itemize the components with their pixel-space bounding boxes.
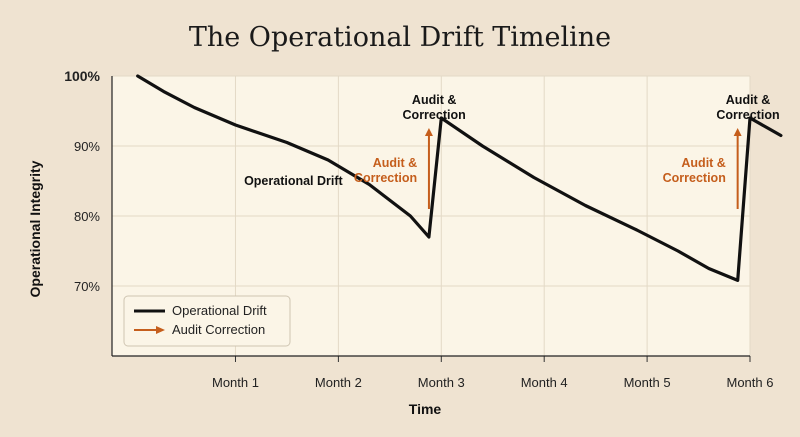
y-tick-label: 70% (74, 279, 100, 294)
y-tick-label: 90% (74, 139, 100, 154)
annotation-label: Correction (663, 171, 726, 185)
x-tick-label: Month 3 (418, 375, 465, 390)
chart-title: The Operational Drift Timeline (188, 22, 612, 53)
x-tick-label: Month 1 (212, 375, 259, 390)
tick-labels: 100% 90% 80% 70% Month 1 Month 2 Month 3 Month … (64, 68, 773, 390)
y-tick-label: 80% (74, 209, 100, 224)
legend-label: Operational Drift (172, 303, 267, 318)
x-axis-title: Time (409, 401, 442, 417)
annotation-label: Correction (716, 108, 779, 122)
annotation-label: Audit & (412, 93, 456, 107)
annotation-label: Operational Drift (244, 174, 343, 188)
annotation-label: Audit & (681, 156, 725, 170)
annotation-label: Correction (403, 108, 466, 122)
axes (111, 76, 750, 357)
series-lines (136, 74, 783, 282)
legend-label: Audit Correction (172, 322, 265, 337)
series-line (136, 74, 783, 282)
x-tick-label: Month 6 (727, 375, 774, 390)
x-tick-label: Month 5 (624, 375, 671, 390)
legend-arrow-head (156, 326, 165, 334)
legend: Operational Drift Audit Correction (123, 295, 291, 347)
legend-box (123, 295, 291, 347)
y-axis-title: Operational Integrity (27, 160, 43, 297)
x-tick-label: Month 4 (521, 375, 568, 390)
annotation-label: Audit & (373, 156, 417, 170)
y-tick-label: 100% (64, 68, 100, 84)
x-tick-label: Month 2 (315, 375, 362, 390)
annotation-label: Audit & (726, 93, 770, 107)
annotation-label: Correction (354, 171, 417, 185)
